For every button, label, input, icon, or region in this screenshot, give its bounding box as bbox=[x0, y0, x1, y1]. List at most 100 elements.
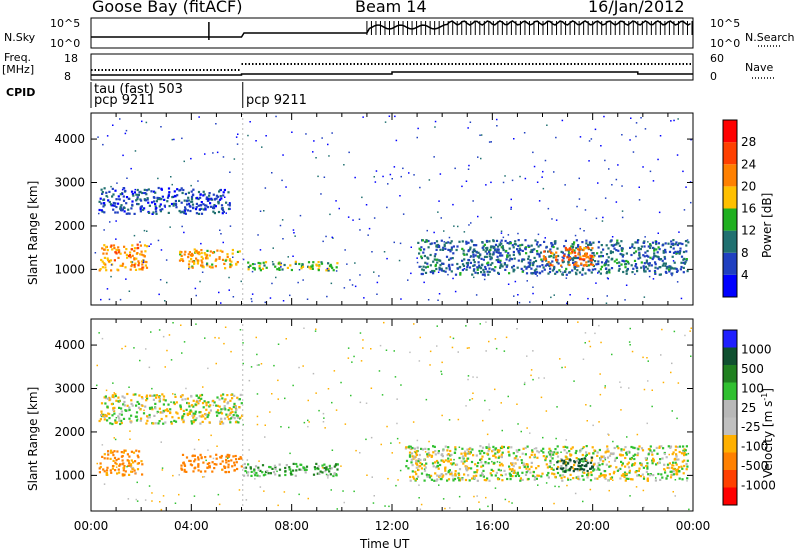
data-cell bbox=[475, 244, 478, 247]
noise-cell bbox=[485, 350, 487, 352]
noise-cell bbox=[597, 182, 599, 184]
data-cell bbox=[602, 460, 605, 463]
noise-cell bbox=[136, 500, 139, 502]
noise-cell bbox=[162, 495, 165, 497]
data-cell bbox=[600, 457, 603, 460]
data-cell bbox=[497, 450, 500, 453]
data-cell bbox=[634, 453, 637, 456]
data-cell bbox=[141, 191, 144, 195]
data-cell bbox=[101, 210, 104, 213]
data-cell bbox=[575, 261, 578, 264]
data-cell bbox=[625, 252, 628, 255]
data-cell bbox=[130, 459, 133, 462]
data-cell bbox=[125, 248, 128, 251]
data-cell bbox=[614, 457, 617, 460]
data-cell bbox=[632, 446, 635, 449]
noise-cell bbox=[438, 484, 440, 486]
data-cell bbox=[609, 251, 612, 255]
data-cell bbox=[129, 251, 132, 254]
data-cell bbox=[133, 249, 136, 253]
data-cell bbox=[478, 264, 481, 267]
data-cell bbox=[420, 272, 423, 276]
data-cell bbox=[675, 470, 678, 473]
data-cell bbox=[598, 255, 601, 258]
data-cell bbox=[537, 451, 540, 454]
data-cell bbox=[172, 204, 175, 207]
noise-cell bbox=[254, 263, 256, 265]
data-cell bbox=[454, 273, 458, 276]
data-cell bbox=[183, 470, 186, 473]
data-cell bbox=[136, 243, 139, 246]
noise-cell bbox=[346, 263, 348, 265]
data-cell bbox=[568, 271, 572, 274]
data-cell bbox=[660, 445, 663, 448]
data-cell bbox=[524, 246, 527, 249]
noise-cell bbox=[164, 366, 166, 368]
data-cell bbox=[467, 250, 470, 253]
data-cell bbox=[474, 254, 477, 257]
data-cell bbox=[194, 410, 197, 413]
data-cell bbox=[200, 264, 203, 267]
noise-cell bbox=[510, 208, 512, 210]
data-cell bbox=[440, 267, 443, 270]
data-cell bbox=[209, 409, 212, 412]
data-cell bbox=[98, 200, 101, 203]
data-cell bbox=[553, 266, 556, 270]
data-cell bbox=[553, 451, 556, 454]
y-tick-label: 2000 bbox=[54, 219, 85, 233]
data-cell bbox=[536, 456, 539, 459]
data-cell bbox=[117, 256, 120, 259]
data-cell bbox=[136, 462, 139, 465]
data-cell bbox=[253, 469, 256, 472]
data-cell bbox=[560, 459, 563, 462]
noise-cell bbox=[600, 145, 602, 147]
data-cell bbox=[686, 459, 689, 462]
data-cell bbox=[112, 407, 115, 410]
data-cell bbox=[507, 450, 510, 453]
data-cell bbox=[578, 465, 581, 468]
data-cell bbox=[333, 473, 336, 476]
noise-cell bbox=[205, 263, 208, 266]
data-cell bbox=[151, 408, 154, 411]
data-cell bbox=[148, 413, 151, 417]
data-cell bbox=[625, 472, 628, 475]
noise-cell bbox=[329, 213, 331, 216]
data-cell bbox=[230, 393, 233, 396]
data-cell bbox=[561, 474, 565, 477]
data-cell bbox=[572, 470, 575, 473]
noise-cell bbox=[565, 277, 568, 279]
data-cell bbox=[536, 265, 539, 268]
data-cell bbox=[585, 453, 588, 456]
data-cell bbox=[445, 267, 448, 270]
data-cell bbox=[126, 404, 129, 407]
noise-cell bbox=[207, 367, 209, 370]
noise-cell bbox=[246, 459, 249, 461]
data-cell bbox=[598, 464, 601, 467]
noise-cell bbox=[416, 261, 419, 264]
noise-cell bbox=[330, 282, 333, 285]
noise-cell bbox=[106, 288, 109, 290]
data-cell bbox=[158, 205, 161, 208]
data-cell bbox=[116, 268, 119, 271]
data-cell bbox=[552, 245, 555, 249]
data-cell bbox=[676, 243, 679, 247]
data-cell bbox=[209, 455, 212, 458]
data-cell bbox=[600, 251, 603, 254]
noise-cell bbox=[565, 439, 567, 441]
data-cell bbox=[613, 247, 616, 250]
data-cell bbox=[492, 246, 495, 250]
data-cell bbox=[647, 473, 650, 476]
noise-cell bbox=[579, 136, 582, 138]
noise-cell bbox=[198, 116, 200, 118]
data-cell bbox=[231, 248, 234, 252]
noise-cell bbox=[647, 360, 649, 362]
data-cell bbox=[465, 459, 468, 462]
data-cell bbox=[294, 262, 297, 265]
data-cell bbox=[140, 460, 143, 463]
data-cell bbox=[442, 262, 445, 265]
data-cell bbox=[104, 266, 107, 269]
noise-cell bbox=[271, 172, 273, 174]
data-cell bbox=[568, 450, 571, 453]
data-cell bbox=[167, 187, 171, 190]
data-cell bbox=[463, 460, 466, 463]
